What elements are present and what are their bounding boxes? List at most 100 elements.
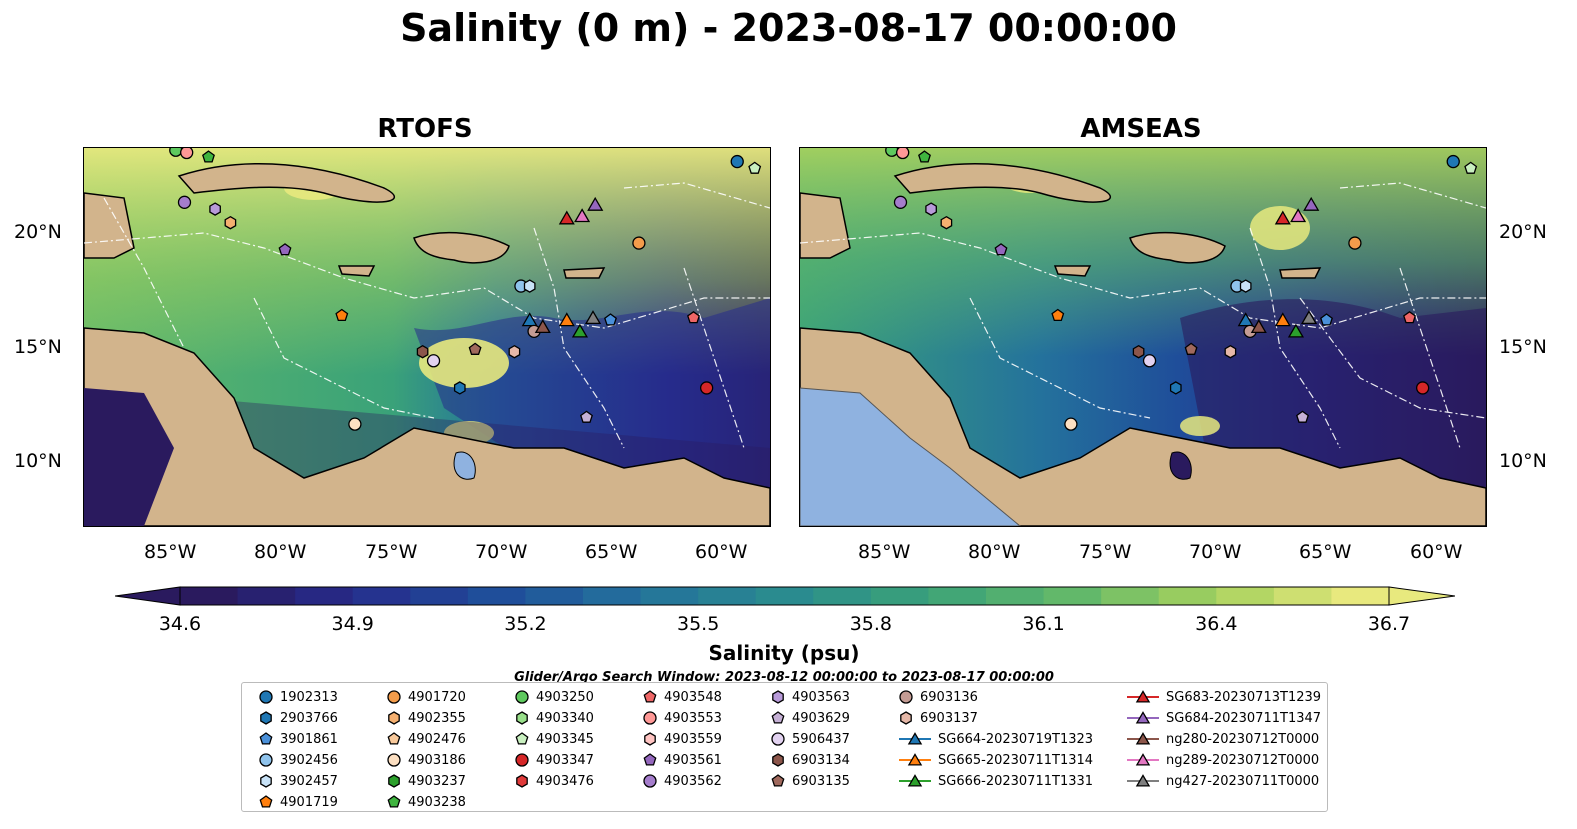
legend-label: 6903136 — [920, 689, 978, 705]
map-marker-ng427-20230711t0000 — [584, 310, 602, 325]
map-marker-6903135 — [468, 342, 482, 355]
legend-item: 5906437 — [770, 729, 850, 749]
legend-item: 3902457 — [258, 771, 338, 791]
lon-label-80w-right: 80°W — [968, 541, 1021, 563]
map-marker-4902355 — [224, 215, 237, 230]
colorbar-segment — [1331, 587, 1390, 605]
map-marker-4901720 — [1348, 236, 1362, 250]
map-marker-4903563 — [925, 202, 937, 216]
legend-item: 6903134 — [770, 750, 850, 770]
legend-item: 4902476 — [386, 729, 466, 749]
legend: 1902313 2903766 3901861 3902456 3902457 49017… — [241, 682, 1328, 812]
lon-label-60w-left: 60°W — [695, 541, 748, 563]
legend-label: 4902355 — [408, 710, 466, 726]
legend-item: SG666-20230711T1331 — [898, 771, 1093, 791]
hexagon-marker-icon — [516, 774, 528, 788]
lon-label-70w-left: 70°W — [475, 541, 528, 563]
hexagon-marker-icon — [388, 774, 400, 788]
legend-item: 4901719 — [258, 792, 338, 812]
map-marker-4903562 — [177, 195, 192, 209]
legend-label: SG684-20230711T1347 — [1166, 710, 1322, 726]
hexagon-marker-icon — [772, 753, 784, 767]
circle-marker-icon — [771, 732, 785, 746]
legend-label: SG665-20230711T1314 — [938, 752, 1094, 768]
map-marker-sg665-20230711t1314 — [558, 312, 575, 327]
colorbar-segment — [1216, 587, 1275, 605]
map-marker-ng280-20230712t0000 — [534, 319, 551, 334]
hexagon-marker-icon — [900, 711, 912, 725]
map-marker-3901861 — [604, 313, 617, 326]
legend-item: 1902313 — [258, 687, 338, 707]
legend-label: 4903250 — [536, 689, 594, 705]
colorbar-segment — [352, 587, 411, 605]
triangle-marker-icon — [1127, 690, 1159, 703]
map-marker-4903186 — [348, 417, 362, 431]
map-marker-4903562 — [893, 195, 908, 209]
map-marker-sg666-20230711t1331 — [571, 323, 589, 338]
legend-label: 6903134 — [792, 752, 850, 768]
legend-label: 4903186 — [408, 752, 466, 768]
colorbar-segment — [180, 587, 239, 605]
pentagon-marker-icon — [387, 732, 401, 745]
map-marker-6903135 — [1184, 342, 1198, 355]
map-marker-4903629 — [580, 410, 593, 423]
colorbar-tick-label: 35.2 — [504, 613, 547, 635]
map-marker-4903553 — [180, 148, 194, 160]
colorbar-label: Salinity (psu) — [708, 641, 860, 665]
legend-item: 4903559 — [642, 729, 722, 749]
colorbar-segment — [525, 587, 584, 605]
map-marker-4901719 — [335, 308, 349, 322]
legend-label: 4903629 — [792, 710, 850, 726]
legend-label: 2903766 — [280, 710, 338, 726]
triangle-marker-icon — [899, 732, 931, 745]
map-marker-6903137 — [1224, 344, 1237, 359]
legend-label: SG666-20230711T1331 — [938, 773, 1094, 789]
legend-label: 3902457 — [280, 773, 338, 789]
map-marker-ng280-20230712t0000 — [1250, 319, 1267, 334]
circle-marker-icon — [515, 690, 529, 704]
lat-label-10n-left: 10°N — [14, 450, 62, 472]
lon-label-65w-right: 65°W — [1299, 541, 1352, 563]
lon-label-80w-left: 80°W — [254, 541, 307, 563]
hexagon-marker-icon — [644, 732, 656, 746]
legend-item: SG684-20230711T1347 — [1126, 708, 1321, 728]
lat-label-20n-left: 20°N — [14, 221, 62, 243]
colorbar-segment — [583, 587, 642, 605]
map-panel-rtofs — [83, 147, 771, 527]
map-marker-5906437 — [1142, 354, 1157, 368]
map-marker-4903250 — [885, 148, 899, 157]
legend-item: 4903238 — [386, 792, 466, 812]
triangle-marker-icon — [1127, 732, 1159, 745]
pentagon-marker-icon — [387, 795, 401, 808]
hexagon-marker-icon — [260, 774, 272, 788]
circle-marker-icon — [259, 690, 273, 704]
hexagon-marker-icon — [388, 711, 400, 725]
map-marker-ng289-20230712t0000 — [1290, 208, 1307, 223]
map-marker-6903134 — [416, 344, 429, 359]
legend-label: SG683-20230713T1239 — [1166, 689, 1322, 705]
colorbar-tick-label: 36.4 — [1195, 613, 1238, 635]
legend-label: 3902456 — [280, 752, 338, 768]
legend-item: 4903345 — [514, 729, 594, 749]
colorbar-segment — [1043, 587, 1102, 605]
lon-label-75w-left: 75°W — [365, 541, 418, 563]
map-marker-1902313 — [1446, 154, 1460, 169]
legend-label: 4903562 — [664, 773, 722, 789]
lat-label-15n-right: 15°N — [1499, 336, 1547, 358]
map-marker-ng427-20230711t0000 — [1300, 310, 1318, 325]
legend-label: 4903237 — [408, 773, 466, 789]
lon-label-70w-right: 70°W — [1189, 541, 1242, 563]
pentagon-marker-icon — [771, 711, 785, 724]
map-marker-4903347 — [1415, 381, 1430, 395]
map-marker-sg683-20230713t1239 — [1274, 210, 1291, 225]
pentagon-marker-icon — [515, 732, 529, 745]
legend-label: 4903559 — [664, 731, 722, 747]
legend-item: ng427-20230711T0000 — [1126, 771, 1319, 791]
lon-label-85w-right: 85°W — [858, 541, 911, 563]
legend-item: 4903186 — [386, 750, 466, 770]
map-marker-4903238 — [202, 150, 215, 163]
legend-item: ng289-20230712T0000 — [1126, 750, 1319, 770]
map-marker-ng289-20230712t0000 — [574, 208, 591, 223]
legend-label: 4903553 — [664, 710, 722, 726]
map-marker-4903553 — [896, 148, 910, 160]
